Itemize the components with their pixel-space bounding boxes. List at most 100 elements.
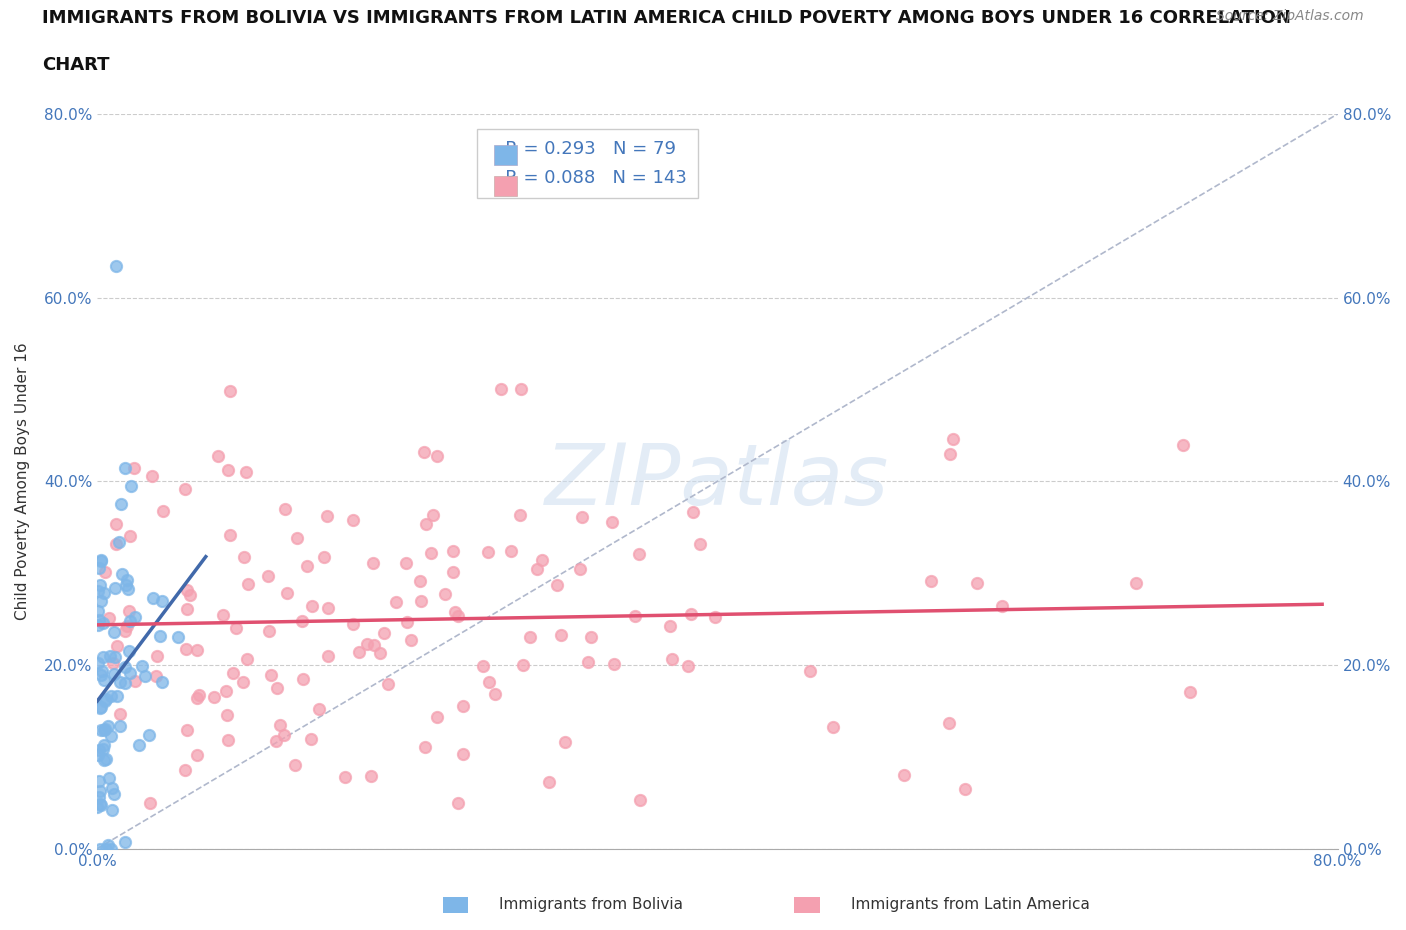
Point — [87, 656, 110, 671]
Point — [93, 737, 115, 752]
Point — [114, 624, 136, 639]
Point — [87, 789, 110, 804]
Point — [90, 664, 112, 679]
Point — [444, 604, 467, 619]
Point — [93, 723, 115, 737]
Point — [682, 505, 704, 520]
Point — [120, 613, 142, 628]
Point — [105, 639, 128, 654]
Point — [546, 578, 568, 592]
Point — [149, 629, 172, 644]
Point — [333, 770, 356, 785]
Point — [477, 545, 499, 560]
Point — [167, 630, 190, 644]
Point — [218, 383, 240, 398]
Point — [114, 660, 136, 675]
Point — [110, 566, 132, 581]
Point — [117, 604, 139, 618]
Point — [101, 803, 124, 817]
Point — [447, 795, 470, 810]
Point — [174, 642, 197, 657]
Point — [103, 666, 125, 681]
Point — [576, 655, 599, 670]
Point — [676, 658, 699, 673]
Point — [347, 644, 370, 659]
Point — [526, 562, 548, 577]
Point — [441, 565, 464, 580]
Point — [236, 651, 259, 666]
Point — [87, 774, 110, 789]
Point — [138, 727, 160, 742]
Point — [257, 569, 280, 584]
Point — [1171, 437, 1194, 452]
Point — [174, 482, 197, 497]
Point — [308, 701, 330, 716]
Point — [91, 741, 114, 756]
Point — [377, 676, 399, 691]
Point — [89, 700, 111, 715]
Point — [531, 552, 554, 567]
Point — [100, 728, 122, 743]
Point — [396, 615, 419, 630]
Point — [451, 698, 474, 713]
Point — [86, 800, 108, 815]
Point — [176, 583, 198, 598]
Point — [550, 628, 572, 643]
FancyBboxPatch shape — [494, 176, 516, 196]
Point — [87, 561, 110, 576]
Point — [274, 502, 297, 517]
Point — [124, 609, 146, 624]
Point — [122, 461, 145, 476]
Point — [124, 673, 146, 688]
Point — [478, 675, 501, 690]
Point — [510, 382, 533, 397]
Point — [145, 669, 167, 684]
Point — [108, 706, 131, 721]
Text: IMMIGRANTS FROM BOLIVIA VS IMMIGRANTS FROM LATIN AMERICA CHILD POVERTY AMONG BOY: IMMIGRANTS FROM BOLIVIA VS IMMIGRANTS FR… — [42, 9, 1291, 27]
Point — [100, 689, 122, 704]
Point — [799, 663, 821, 678]
Point — [301, 599, 323, 614]
Point — [131, 658, 153, 673]
Point — [512, 658, 534, 672]
Point — [939, 446, 962, 461]
Point — [579, 630, 602, 644]
Point — [104, 537, 127, 551]
Point — [942, 432, 965, 446]
Point — [342, 617, 364, 631]
Point — [94, 842, 117, 857]
Point — [689, 536, 711, 551]
Point — [110, 497, 132, 512]
Point — [266, 681, 288, 696]
Point — [413, 445, 436, 459]
Point — [1180, 684, 1202, 699]
Point — [87, 618, 110, 632]
Point — [120, 478, 142, 493]
Point — [101, 780, 124, 795]
Point — [628, 792, 651, 807]
Point — [955, 782, 977, 797]
Point — [446, 608, 468, 623]
Point — [139, 795, 162, 810]
Point — [91, 649, 114, 664]
Point — [314, 550, 336, 565]
Point — [98, 648, 121, 663]
Point — [115, 578, 138, 593]
Point — [104, 259, 127, 273]
Point — [217, 462, 239, 477]
Point — [96, 751, 118, 766]
Point — [93, 586, 115, 601]
Text: Immigrants from Latin America: Immigrants from Latin America — [851, 897, 1090, 912]
Point — [269, 717, 291, 732]
Point — [409, 574, 432, 589]
Point — [233, 550, 256, 565]
Point — [236, 577, 259, 591]
Point — [97, 838, 120, 853]
Point — [207, 449, 229, 464]
Point — [142, 591, 165, 605]
Point — [86, 604, 108, 618]
Point — [273, 727, 295, 742]
Point — [90, 593, 112, 608]
Point — [225, 621, 247, 636]
Point — [264, 733, 287, 748]
